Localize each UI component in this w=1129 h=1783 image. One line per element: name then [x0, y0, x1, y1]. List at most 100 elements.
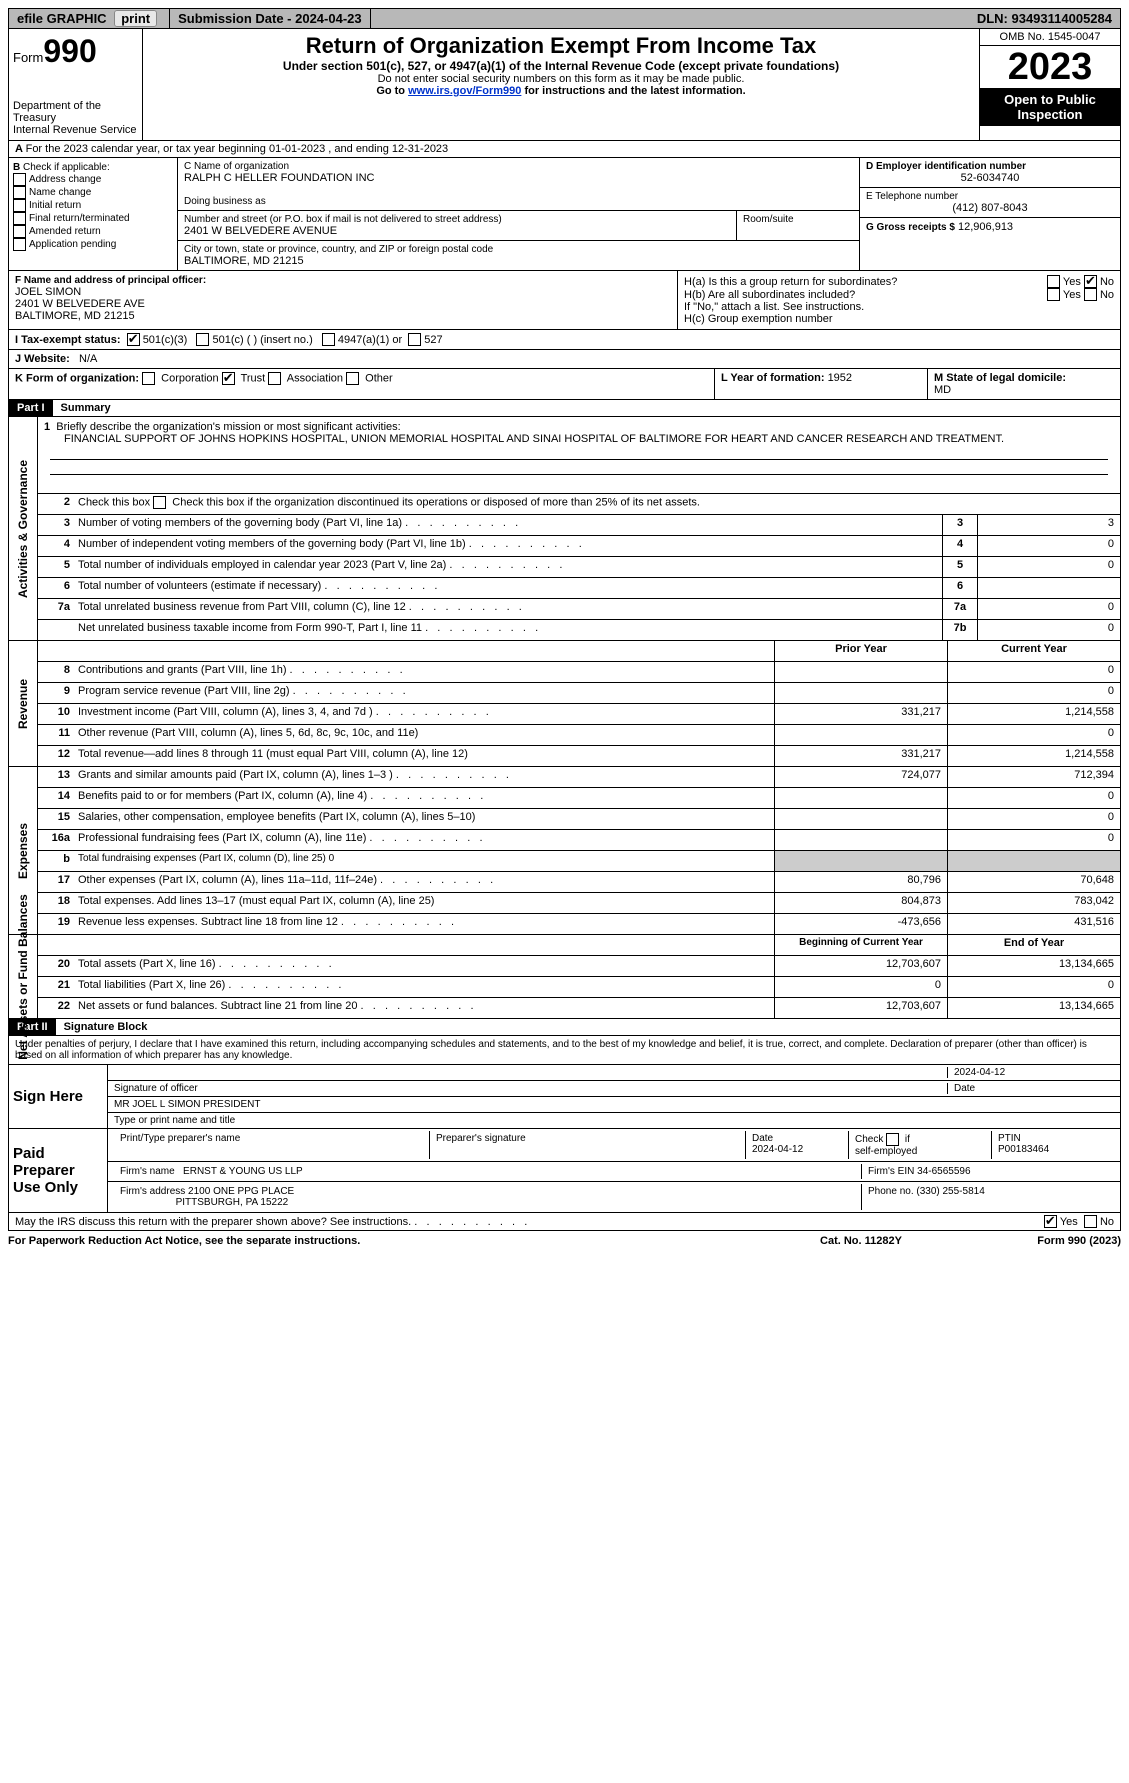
perjury-decl: Under penalties of perjury, I declare th… [8, 1036, 1121, 1065]
l22p: 12,703,607 [774, 998, 947, 1018]
footer-bar: For Paperwork Reduction Act Notice, see … [8, 1231, 1121, 1251]
firm-addr2: PITTSBURGH, PA 15222 [176, 1197, 289, 1208]
cat-no: Cat. No. 11282Y [761, 1235, 961, 1247]
cb-discontinued[interactable] [153, 496, 166, 509]
cb-app-pending[interactable] [13, 238, 26, 251]
top-bar: efile GRAPHIC print Submission Date - 20… [8, 8, 1121, 29]
cb-address-change[interactable] [13, 173, 26, 186]
cb-self-employed[interactable] [886, 1133, 899, 1146]
submission-date: Submission Date - 2024-04-23 [170, 9, 371, 28]
discuss-row: May the IRS discuss this return with the… [8, 1213, 1121, 1231]
cb-501c3[interactable] [127, 333, 140, 346]
l4-desc: Number of independent voting members of … [74, 536, 942, 556]
gross-receipts: 12,906,913 [958, 221, 1013, 233]
box-i: I Tax-exempt status: 501(c)(3) 501(c) ( … [8, 330, 1121, 350]
irs-link[interactable]: www.irs.gov/Form990 [408, 85, 521, 97]
l5-desc: Total number of individuals employed in … [74, 557, 942, 577]
l4-val: 0 [977, 536, 1120, 556]
room-label: Room/suite [743, 214, 853, 225]
l20c: 13,134,665 [947, 956, 1120, 976]
vside-net: Net Assets or Fund Balances [16, 894, 30, 1060]
l19c: 431,516 [947, 914, 1120, 934]
hb-note: If "No," attach a list. See instructions… [684, 301, 1114, 313]
org-name: RALPH C HELLER FOUNDATION INC [184, 172, 853, 184]
cb-amended-return[interactable] [13, 225, 26, 238]
ha-yes[interactable] [1047, 275, 1060, 288]
cb-final-return[interactable] [13, 212, 26, 225]
form-header: Form990 Department of the Treasury Inter… [8, 29, 1121, 141]
cb-initial-return[interactable] [13, 199, 26, 212]
form-title: Return of Organization Exempt From Incom… [151, 33, 971, 59]
cb-assoc[interactable] [268, 372, 281, 385]
l15c: 0 [947, 809, 1120, 829]
ha-no[interactable] [1084, 275, 1097, 288]
org-name-label: C Name of organization [184, 161, 853, 172]
current-year-hdr: Current Year [947, 641, 1120, 661]
info-grid: B Check if applicable: Address change Na… [8, 158, 1121, 271]
ein-label: D Employer identification number [866, 161, 1114, 172]
addr-label: Number and street (or P.O. box if mail i… [184, 214, 730, 225]
cb-4947[interactable] [322, 333, 335, 346]
firm-name: ERNST & YOUNG US LLP [183, 1166, 303, 1177]
city-state-zip: BALTIMORE, MD 21215 [184, 255, 853, 267]
l7b-desc: Net unrelated business taxable income fr… [74, 620, 942, 640]
prep-date: 2024-04-12 [752, 1144, 803, 1155]
ssn-note: Do not enter social security numbers on … [151, 73, 971, 85]
open-public: Open to Public Inspection [980, 88, 1120, 126]
phone: (412) 807-8043 [866, 202, 1114, 214]
beg-year-hdr: Beginning of Current Year [774, 935, 947, 955]
prior-year-hdr: Prior Year [774, 641, 947, 661]
discuss-yes[interactable] [1044, 1215, 1057, 1228]
pra-notice: For Paperwork Reduction Act Notice, see … [8, 1235, 761, 1247]
box-l: L Year of formation: 1952 [715, 369, 928, 399]
l8p [774, 662, 947, 682]
section-ag: Activities & Governance 1 Briefly descri… [8, 417, 1121, 641]
cb-corp[interactable] [142, 372, 155, 385]
street-address: 2401 W BELVEDERE AVENUE [184, 225, 730, 237]
firm-addr1: 2100 ONE PPG PLACE [188, 1186, 294, 1197]
l8c: 0 [947, 662, 1120, 682]
l15p [774, 809, 947, 829]
l7a-desc: Total unrelated business revenue from Pa… [74, 599, 942, 619]
l16ac: 0 [947, 830, 1120, 850]
ptin: P00183464 [998, 1144, 1049, 1155]
l16bp [774, 851, 947, 871]
cb-other[interactable] [346, 372, 359, 385]
box-d: D Employer identification number 52-6034… [860, 158, 1120, 270]
l6-val [977, 578, 1120, 598]
cb-trust[interactable] [222, 372, 235, 385]
l3-val: 3 [977, 515, 1120, 535]
discuss-no[interactable] [1084, 1215, 1097, 1228]
tax-year: 2023 [980, 46, 1120, 88]
vside-ag: Activities & Governance [16, 459, 30, 597]
box-c: C Name of organization RALPH C HELLER FO… [178, 158, 860, 270]
l14p [774, 788, 947, 808]
officer-name: JOEL SIMON [15, 286, 671, 298]
cb-501c[interactable] [196, 333, 209, 346]
officer-printed: MR JOEL L SIMON PRESIDENT [114, 1099, 261, 1110]
print-button[interactable]: print [114, 10, 157, 27]
topbar-spacer [371, 17, 969, 21]
cb-name-change[interactable] [13, 186, 26, 199]
hb-yes[interactable] [1047, 288, 1060, 301]
l21c: 0 [947, 977, 1120, 997]
date-label: Date [947, 1083, 1114, 1094]
l1-label: Briefly describe the organization's miss… [56, 421, 400, 433]
l13c: 712,394 [947, 767, 1120, 787]
l16ap [774, 830, 947, 850]
website-val: N/A [79, 353, 97, 365]
l7b-val: 0 [977, 620, 1120, 640]
part2-header: Part IISignature Block [8, 1019, 1121, 1036]
ein: 52-6034740 [866, 172, 1114, 184]
cb-527[interactable] [408, 333, 421, 346]
l3-desc: Number of voting members of the governin… [74, 515, 942, 535]
box-f: F Name and address of principal officer:… [9, 271, 678, 329]
l16bc [947, 851, 1120, 871]
form-footer: Form 990 (2023) [961, 1235, 1121, 1247]
hb-no[interactable] [1084, 288, 1097, 301]
box-b-prefix: B [13, 162, 20, 173]
a-line: A For the 2023 calendar year, or tax yea… [8, 141, 1121, 158]
section-revenue: Revenue bPrior YearCurrent Year 8Contrib… [8, 641, 1121, 767]
l7a-val: 0 [977, 599, 1120, 619]
dba-label: Doing business as [184, 196, 853, 207]
